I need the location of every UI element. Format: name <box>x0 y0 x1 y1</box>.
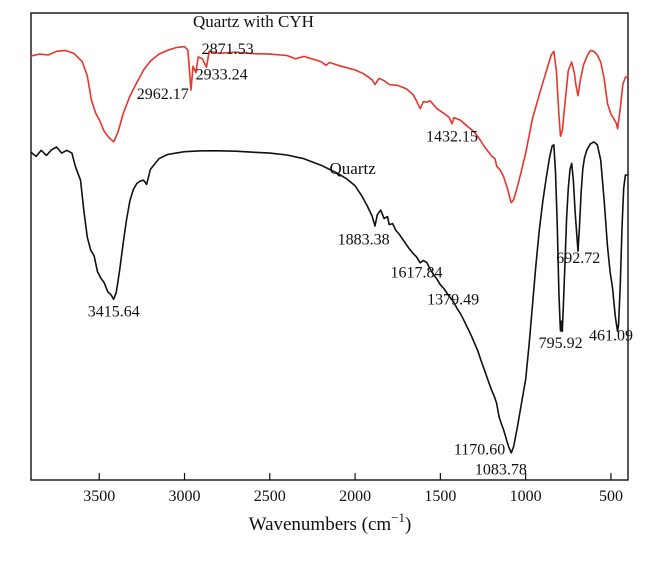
peak-label: 1883.38 <box>338 232 390 249</box>
peak-annotations: 2871.53 2933.24 2962.17 1432.15 1883.381617.… <box>88 41 633 478</box>
x-tick-label: 2000 <box>339 488 371 505</box>
peak-label: 2933.24 <box>196 66 248 83</box>
peak-label: 1170.60 <box>454 441 505 458</box>
x-axis-tick-labels: 3500 3000 2500 2000 1500 1000 500 <box>83 488 623 505</box>
x-tick-label: 2500 <box>254 488 286 505</box>
series-line-quartz-with-cyh <box>30 45 629 204</box>
x-tick-label: 3500 <box>83 488 115 505</box>
x-axis-label: Wavenumbers (cm−1) <box>249 510 412 535</box>
series-label: Quartz with CYH <box>193 12 314 31</box>
x-axis-ticks <box>98 473 612 480</box>
peak-label: 461.09 <box>589 327 633 344</box>
series-line-quartz <box>30 141 629 454</box>
peak-label: 1432.15 <box>426 128 478 145</box>
series-label: Quartz <box>330 159 377 178</box>
x-tick-label: 1000 <box>510 488 542 505</box>
series-labels: Quartz with CYH Quartz <box>193 12 376 178</box>
x-tick-label: 1500 <box>424 488 456 505</box>
peak-label: 1617.84 <box>390 264 442 281</box>
peak-label: 3415.64 <box>88 304 140 321</box>
peak-label: 795.92 <box>539 335 583 352</box>
x-tick-label: 3000 <box>169 488 201 505</box>
plot-frame <box>30 12 629 481</box>
x-tick-label: 500 <box>599 488 623 505</box>
peak-label: 1083.78 <box>475 461 527 478</box>
spectrum-series <box>30 45 629 454</box>
peak-label: 1379.49 <box>427 291 479 308</box>
peak-label: 2962.17 <box>137 86 189 103</box>
peak-label: 2871.53 <box>202 41 254 58</box>
peak-label: 692.72 <box>556 250 600 267</box>
